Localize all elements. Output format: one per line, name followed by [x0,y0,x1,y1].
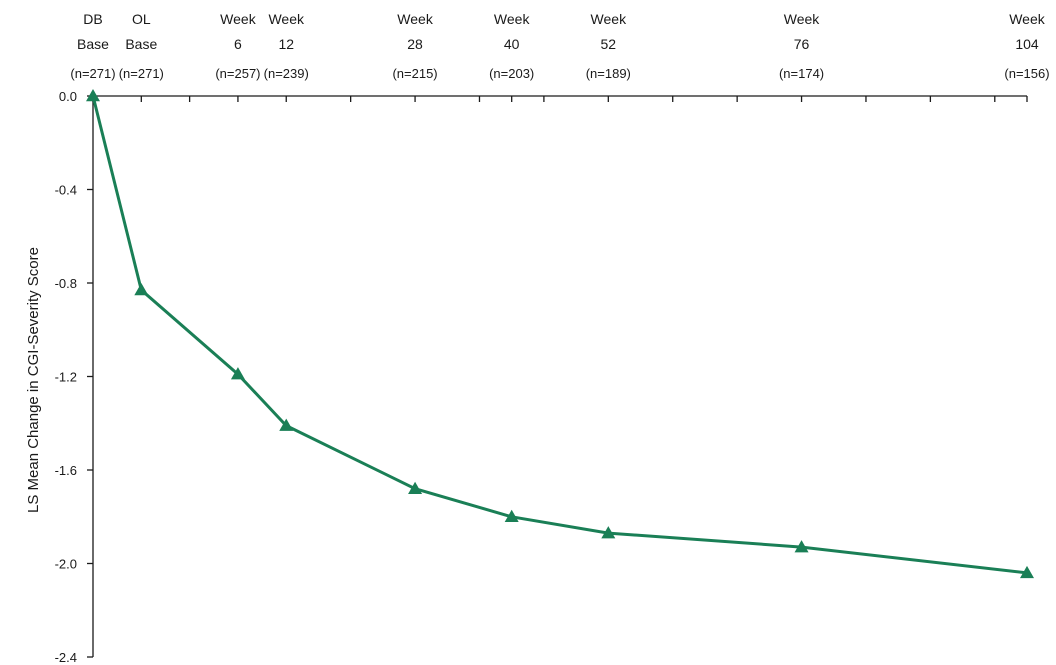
y-tick-labels: 0.0 -0.4 -0.8 -1.2 -1.6 -2.0 -2.4 [55,89,77,665]
data-point-triangle [134,283,149,296]
y-tick-label: -1.2 [55,370,77,385]
y-tick-label: -0.4 [55,183,77,198]
category-n-label: (n=174) [779,66,824,81]
series-line [91,95,1028,575]
data-point-triangle [794,540,809,553]
axes [87,95,1028,658]
y-tick-label: -1.6 [55,463,77,478]
category-n-label: (n=156) [1004,66,1049,81]
series-layer [86,89,1034,579]
category-label-line1: Week [591,11,628,27]
data-point-triangle [408,481,423,494]
category-label-line2: 12 [278,36,294,52]
category-label-line2: 40 [504,36,520,52]
category-label-line1: Week [397,11,434,27]
data-point-triangle [279,418,294,431]
y-tick-label: -2.0 [55,557,77,572]
category-label-line1: Week [220,11,257,27]
category-label-line2: 6 [234,36,242,52]
category-label-line1: Week [1009,11,1046,27]
category-label-line2: 52 [601,36,617,52]
y-axis-label: LS Mean Change in CGI-Severity Score [25,247,42,513]
category-n-label: (n=271) [119,66,164,81]
category-label-line2: Base [125,36,157,52]
data-point-triangle [230,367,245,380]
data-point-triangle [601,526,616,539]
data-point-triangle [86,89,100,102]
category-label-line1: OL [132,11,151,27]
data-point-triangle [504,509,519,522]
data-point-triangle [1020,565,1034,579]
y-tick-label: -0.8 [55,276,77,291]
category-label-line2: 76 [794,36,810,52]
category-label-line2: Base [77,36,109,52]
category-label-line1: DB [83,11,102,27]
category-label-line1: Week [494,11,531,27]
category-label-line1: Week [784,11,821,27]
category-n-label: (n=257) [215,66,260,81]
y-tick-label: -2.4 [55,650,77,665]
category-n-label: (n=271) [70,66,115,81]
category-label-line1: Week [268,11,305,27]
category-n-label: (n=215) [392,66,437,81]
category-n-label: (n=189) [586,66,631,81]
category-n-label: (n=239) [264,66,309,81]
category-n-label: (n=203) [489,66,534,81]
category-labels: DB Base (n=271) OL Base (n=271) Week 6 (n=257) We… [70,11,1049,81]
y-tick-label: 0.0 [59,89,77,104]
category-label-line2: 104 [1015,36,1039,52]
category-label-line2: 28 [407,36,423,52]
